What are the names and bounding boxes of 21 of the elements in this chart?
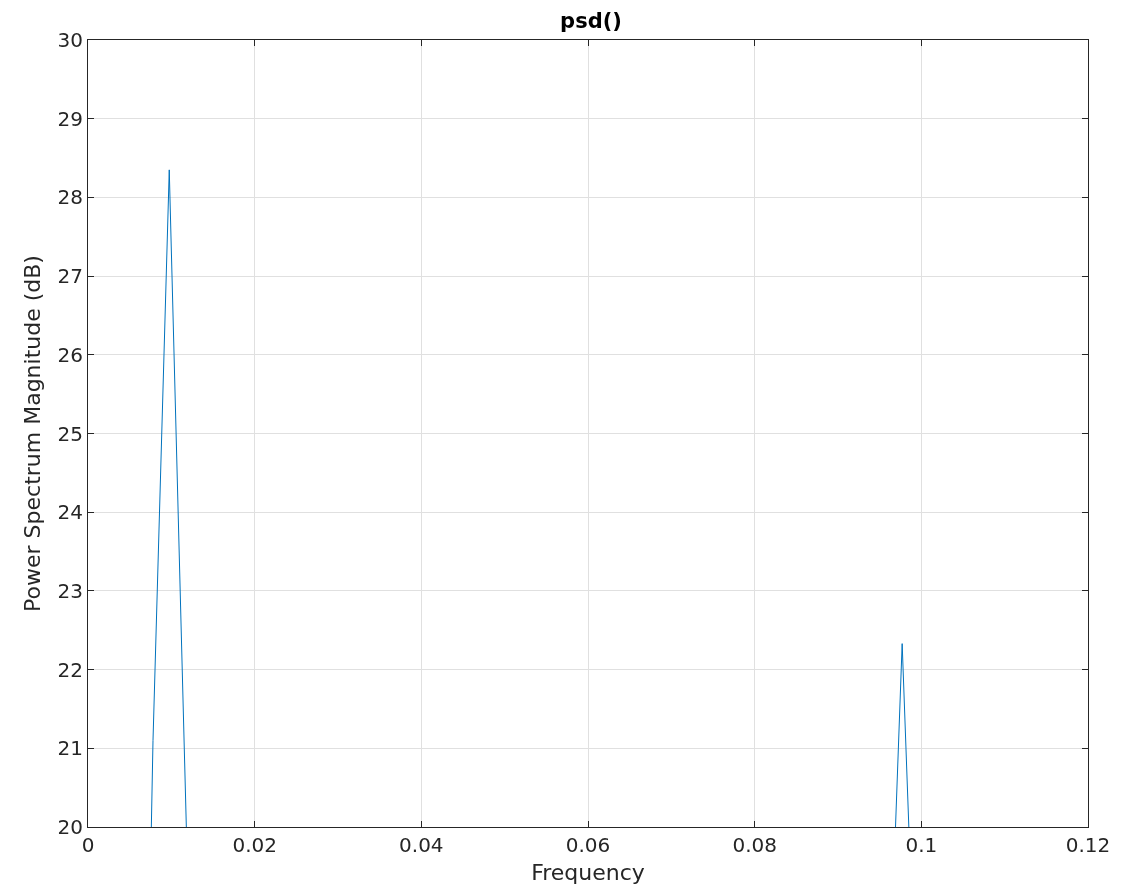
x-axis-title: Frequency: [531, 859, 645, 885]
y-tick-label: 28: [57, 185, 83, 210]
x-tick-label: 0.04: [399, 833, 444, 857]
y-tick-label: 22: [57, 657, 83, 682]
y-tick-label: 23: [57, 578, 83, 603]
y-tick-label: 25: [57, 421, 83, 446]
chart-title: psd(): [560, 9, 622, 34]
y-tick-label: 30: [57, 28, 83, 52]
x-tick-label: 0: [81, 833, 95, 857]
x-tick-label: 0.1: [905, 833, 938, 857]
y-tick-label: 27: [57, 264, 83, 289]
y-tick-label: 21: [57, 736, 83, 761]
x-tick-label: 0.06: [565, 833, 611, 857]
x-tick-label: 0.12: [1065, 833, 1111, 857]
x-tick-label: 0.08: [732, 833, 777, 857]
y-tick-label: 20: [57, 815, 83, 839]
y-tick-label: 29: [57, 106, 83, 131]
y-axis-title: Power Spectrum Magnitude (dB): [20, 255, 46, 612]
y-tick-label: 24: [57, 500, 83, 525]
y-tick-label: 26: [57, 342, 83, 367]
x-tick-label: 0.02: [232, 833, 277, 857]
